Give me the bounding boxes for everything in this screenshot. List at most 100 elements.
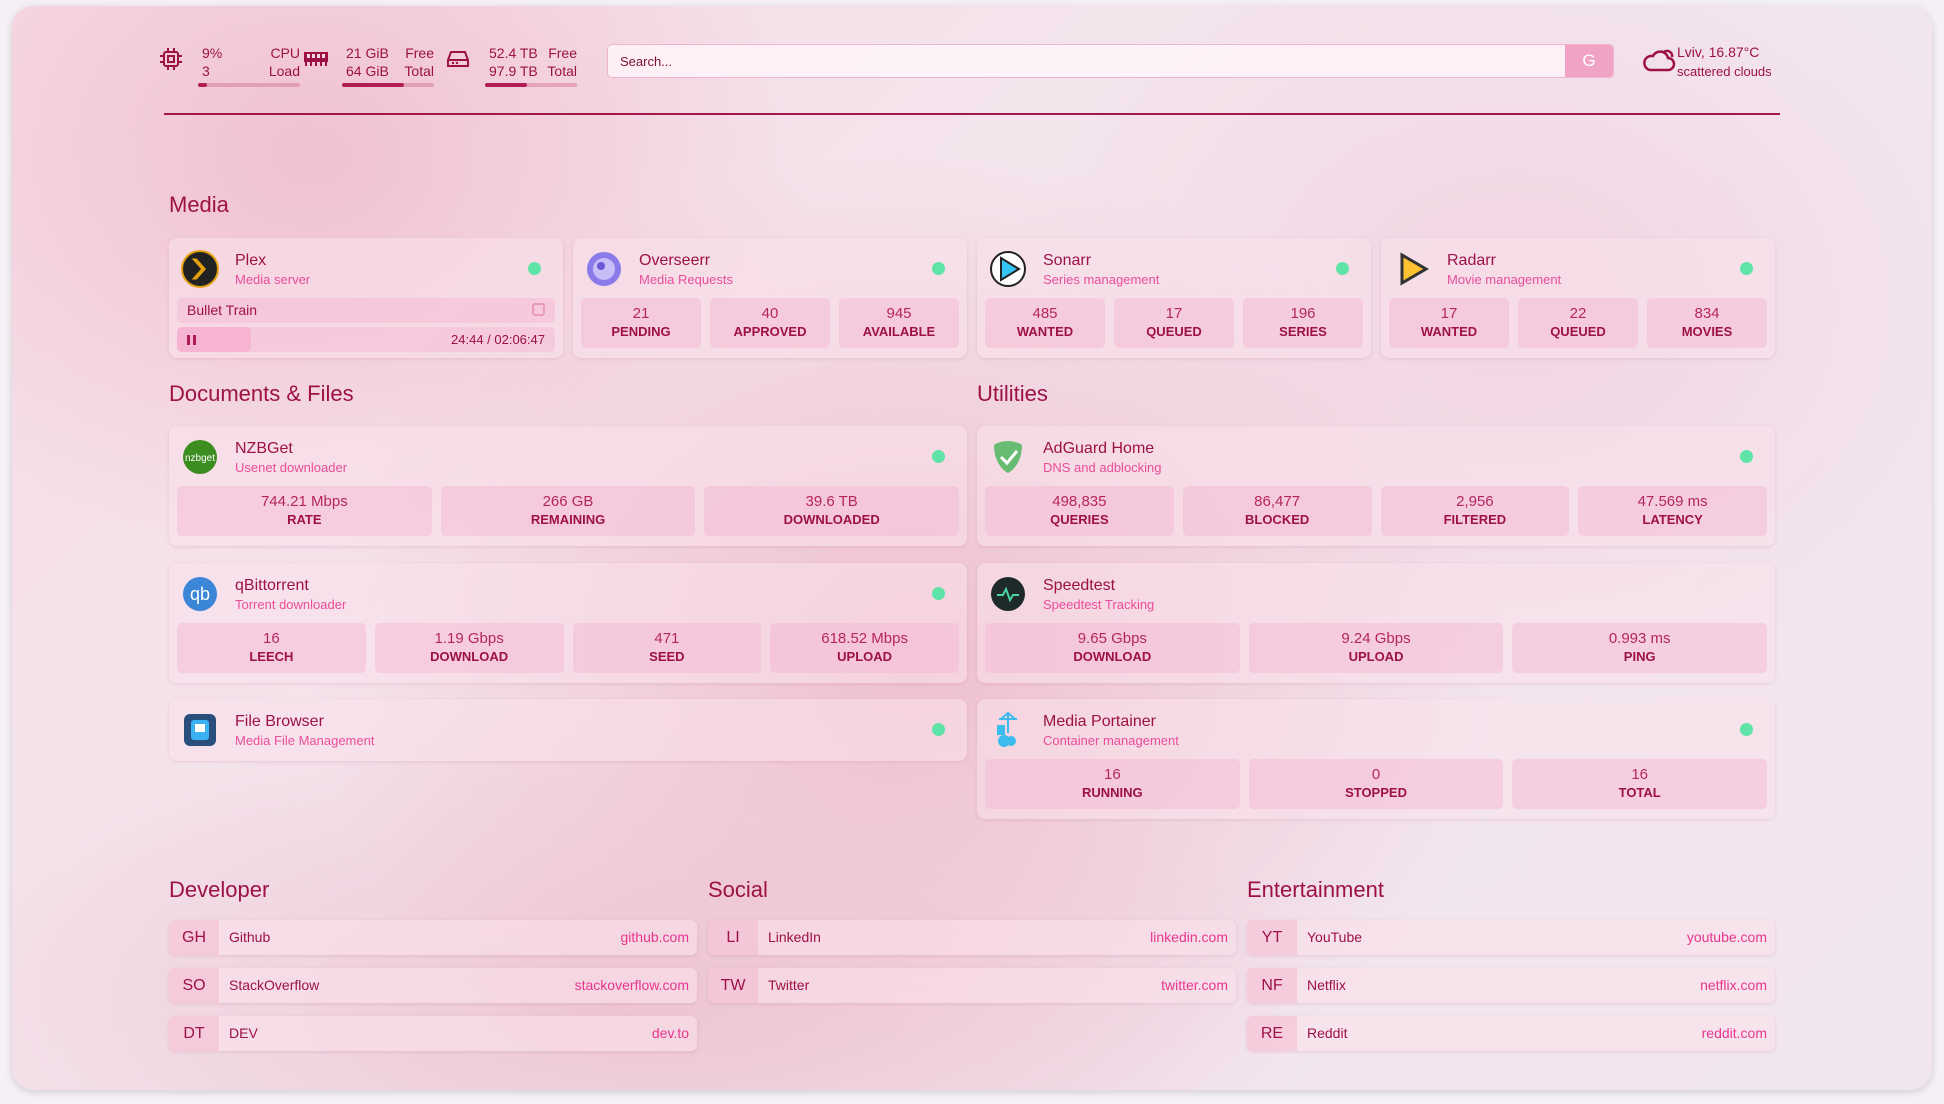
bookmark-twitter[interactable]: TW Twitter twitter.com xyxy=(708,968,1236,1003)
memory-label: Free xyxy=(405,45,434,61)
bookmark-url[interactable]: dev.to xyxy=(651,1025,689,1041)
stat-label: QUEUED xyxy=(1146,324,1202,339)
service-name[interactable]: Speedtest xyxy=(1043,577,1116,594)
bookmark-name[interactable]: LinkedIn xyxy=(768,929,821,945)
service-name[interactable]: NZBGet xyxy=(235,440,293,457)
service-card-radarr[interactable]: Radarr Movie management 17 WANTED 22 QUEUED 83… xyxy=(1381,238,1775,358)
disk-total: 97.9 TB xyxy=(489,63,538,79)
service-description: Media Requests xyxy=(639,272,733,287)
pause-icon[interactable] xyxy=(187,335,196,345)
service-description: Usenet downloader xyxy=(235,460,348,475)
bookmark-name[interactable]: Twitter xyxy=(768,977,810,993)
bookmark-url[interactable]: github.com xyxy=(620,929,689,945)
stat-value: 47.569 ms xyxy=(1637,493,1708,510)
stat-label: WANTED xyxy=(1420,324,1478,339)
service-card-qbittorrent[interactable]: qb qBittorrent Torrent downloader 16 LEECH 1.… xyxy=(169,563,967,683)
disk-label: Free xyxy=(548,45,577,61)
service-card-speedtest[interactable]: Speedtest Speedtest Tracking 9.65 Gbps DOWN… xyxy=(977,563,1775,683)
cpu-widget: 9% 3 CPU Load xyxy=(160,40,300,90)
disk-widget: 52.4 TB 97.9 TB Free Total xyxy=(447,40,577,90)
status-dot xyxy=(932,450,945,463)
bookmark-url[interactable]: youtube.com xyxy=(1686,929,1767,945)
stat-value: 1.19 Gbps xyxy=(434,630,504,647)
filebrowser-icon xyxy=(181,711,219,749)
stat-value: 16 xyxy=(1631,766,1649,783)
stat-label: QUEUED xyxy=(1550,324,1606,339)
service-name[interactable]: Sonarr xyxy=(1043,252,1092,269)
bookmark-linkedin[interactable]: LI LinkedIn linkedin.com xyxy=(708,920,1236,955)
service-name[interactable]: Radarr xyxy=(1447,252,1496,269)
stat-value: 21 xyxy=(632,305,650,322)
stat-value: 2,956 xyxy=(1456,493,1494,510)
bookmark-netflix[interactable]: NF Netflix netflix.com xyxy=(1247,968,1775,1003)
status-dot xyxy=(1740,450,1753,463)
service-card-sonarr[interactable]: Sonarr Series management 485 WANTED 17 QUEUED… xyxy=(977,238,1371,358)
bookmark-url[interactable]: reddit.com xyxy=(1701,1025,1767,1041)
bookmark-stackoverflow[interactable]: SO StackOverflow stackoverflow.com xyxy=(169,968,697,1003)
bookmark-abbr: RE xyxy=(1247,1016,1297,1051)
search-input[interactable] xyxy=(608,45,1548,77)
disk-bar xyxy=(485,83,577,87)
bookmark-abbr: LI xyxy=(708,920,758,955)
service-card-nzbget[interactable]: nzbget NZBGet Usenet downloader 744.21 Mbps… xyxy=(169,426,967,546)
stat-value: 17 xyxy=(1440,305,1458,322)
stat-label: WANTED xyxy=(1016,324,1074,339)
service-name[interactable]: AdGuard Home xyxy=(1043,440,1155,457)
service-card-plex[interactable]: Plex Media server Bullet Train 24:44 / 02:0… xyxy=(169,238,563,358)
stat-label: DOWNLOAD xyxy=(430,649,509,664)
stat-block: 618.52 Mbps UPLOAD xyxy=(770,623,959,673)
stat-label: UPLOAD xyxy=(1348,649,1404,664)
cpu-value: 9% xyxy=(202,45,223,61)
bookmark-abbr: DT xyxy=(169,1016,219,1051)
bookmark-name[interactable]: YouTube xyxy=(1307,929,1363,945)
service-card-file-browser[interactable]: File Browser Media File Management xyxy=(169,699,967,761)
stat-block: 266 GB REMAINING xyxy=(440,486,696,536)
stat-label: PING xyxy=(1623,649,1656,664)
svg-text:nzbget: nzbget xyxy=(185,453,215,464)
stat-value: 16 xyxy=(263,630,280,647)
bookmark-group-title: Social xyxy=(708,877,768,902)
memory-bar xyxy=(342,83,434,87)
bookmark-youtube[interactable]: YT YouTube youtube.com xyxy=(1247,920,1775,955)
service-name[interactable]: Plex xyxy=(235,252,267,269)
service-stats: 498,835 QUERIES 86,477 BLOCKED 2,956 FILTERED… xyxy=(985,486,1767,536)
service-card-adguard-home[interactable]: AdGuard Home DNS and adblocking 498,835 QUE… xyxy=(977,426,1775,546)
stat-block: 22 QUEUED xyxy=(1518,298,1638,348)
bookmark-name[interactable]: StackOverflow xyxy=(229,977,320,993)
bookmark-url[interactable]: twitter.com xyxy=(1161,977,1228,993)
stat-label: LEECH xyxy=(249,649,294,664)
bookmark-reddit[interactable]: RE Reddit reddit.com xyxy=(1247,1016,1775,1051)
bookmark-url[interactable]: linkedin.com xyxy=(1150,929,1228,945)
stat-label: MOVIES xyxy=(1681,324,1733,339)
service-name[interactable]: File Browser xyxy=(235,713,324,730)
search-box: G xyxy=(607,44,1614,78)
adguard-icon xyxy=(989,438,1027,476)
stat-value: 86,477 xyxy=(1254,493,1301,510)
stat-block: 0.993 ms PING xyxy=(1512,623,1768,673)
service-card-overseerr[interactable]: Overseerr Media Requests 21 PENDING 40 APPROV… xyxy=(573,238,967,358)
bookmark-github[interactable]: GH Github github.com xyxy=(169,920,697,955)
bookmark-name[interactable]: DEV xyxy=(229,1025,258,1041)
stat-value: 471 xyxy=(654,630,680,647)
sonarr-icon xyxy=(989,250,1027,288)
stat-label: RUNNING xyxy=(1082,785,1143,800)
bookmark-name[interactable]: Reddit xyxy=(1307,1025,1348,1041)
bookmark-name[interactable]: Github xyxy=(229,929,271,945)
service-name[interactable]: qBittorrent xyxy=(235,577,309,594)
header-divider xyxy=(164,113,1780,115)
stat-label: PENDING xyxy=(611,324,671,339)
service-card-media-portainer[interactable]: Media Portainer Container management 16 RUN… xyxy=(977,699,1775,819)
bookmark-url[interactable]: stackoverflow.com xyxy=(574,977,689,993)
stat-value: 498,835 xyxy=(1052,493,1107,510)
stat-block: 0 STOPPED xyxy=(1248,759,1504,809)
bookmark-dev[interactable]: DT DEV dev.to xyxy=(169,1016,697,1051)
bookmark-url[interactable]: netflix.com xyxy=(1700,977,1767,993)
stat-value: 40 xyxy=(761,305,779,322)
service-name[interactable]: Overseerr xyxy=(639,252,711,269)
bookmark-name[interactable]: Netflix xyxy=(1307,977,1346,993)
stat-block: 16 LEECH xyxy=(177,623,366,673)
stat-label: SEED xyxy=(649,649,685,664)
search-provider-button[interactable]: G xyxy=(1565,45,1613,77)
service-name[interactable]: Media Portainer xyxy=(1043,713,1156,730)
stat-label: SERIES xyxy=(1279,324,1327,339)
